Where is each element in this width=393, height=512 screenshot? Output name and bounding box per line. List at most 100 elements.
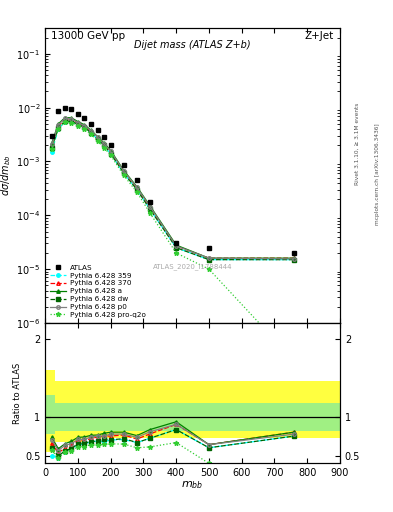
Pythia 6.428 pro-q2o [108, 152, 113, 158]
Pythia 6.428 370 [134, 185, 139, 191]
Pythia 6.428 359 [207, 257, 211, 263]
Pythia 6.428 359 [56, 126, 61, 132]
Pythia 6.428 dw [75, 121, 80, 127]
Pythia 6.428 a [207, 255, 211, 261]
Pythia 6.428 dw [134, 186, 139, 193]
ATLAS [207, 245, 211, 251]
Pythia 6.428 p0 [121, 168, 126, 174]
Line: ATLAS: ATLAS [49, 105, 297, 255]
X-axis label: $m_{bb}$: $m_{bb}$ [182, 480, 204, 492]
Pythia 6.428 p0 [148, 204, 152, 210]
Pythia 6.428 359 [69, 119, 74, 125]
Pythia 6.428 359 [50, 149, 54, 155]
Pythia 6.428 dw [207, 257, 211, 263]
ATLAS [56, 109, 61, 115]
Pythia 6.428 a [148, 203, 152, 209]
Pythia 6.428 370 [75, 120, 80, 126]
Pythia 6.428 dw [121, 170, 126, 176]
Text: ATLAS_2020_I1788444: ATLAS_2020_I1788444 [153, 263, 232, 270]
Pythia 6.428 370 [292, 255, 296, 261]
Pythia 6.428 359 [82, 125, 87, 131]
ATLAS [134, 177, 139, 183]
Pythia 6.428 pro-q2o [121, 173, 126, 179]
Text: 13000 GeV pp: 13000 GeV pp [51, 31, 125, 41]
ATLAS [50, 133, 54, 139]
Pythia 6.428 a [121, 167, 126, 174]
Pythia 6.428 a [134, 184, 139, 190]
Pythia 6.428 p0 [108, 148, 113, 154]
Y-axis label: Ratio to ATLAS: Ratio to ATLAS [13, 362, 22, 424]
Pythia 6.428 p0 [75, 119, 80, 125]
Pythia 6.428 p0 [102, 141, 107, 147]
Pythia 6.428 a [50, 140, 54, 146]
Pythia 6.428 359 [174, 245, 178, 251]
Pythia 6.428 pro-q2o [56, 126, 61, 132]
Pythia 6.428 370 [108, 149, 113, 155]
Pythia 6.428 359 [148, 206, 152, 212]
Pythia 6.428 pro-q2o [207, 266, 211, 272]
Pythia 6.428 dw [102, 142, 107, 148]
Pythia 6.428 pro-q2o [75, 123, 80, 129]
Line: Pythia 6.428 pro-q2o: Pythia 6.428 pro-q2o [49, 120, 297, 363]
Pythia 6.428 p0 [56, 122, 61, 128]
Pythia 6.428 dw [82, 124, 87, 131]
Pythia 6.428 pro-q2o [292, 357, 296, 364]
Pythia 6.428 dw [292, 257, 296, 263]
Pythia 6.428 dw [56, 125, 61, 131]
ATLAS [292, 250, 296, 256]
Pythia 6.428 dw [62, 118, 67, 124]
Pythia 6.428 370 [82, 123, 87, 130]
Pythia 6.428 dw [89, 130, 94, 136]
Pythia 6.428 a [69, 115, 74, 121]
Pythia 6.428 a [108, 147, 113, 154]
Pythia 6.428 359 [89, 130, 94, 136]
Pythia 6.428 370 [174, 243, 178, 249]
Pythia 6.428 370 [69, 117, 74, 123]
Pythia 6.428 a [174, 242, 178, 248]
Legend: ATLAS, Pythia 6.428 359, Pythia 6.428 370, Pythia 6.428 a, Pythia 6.428 dw, Pyth: ATLAS, Pythia 6.428 359, Pythia 6.428 37… [49, 263, 147, 319]
Pythia 6.428 359 [292, 257, 296, 263]
Line: Pythia 6.428 dw: Pythia 6.428 dw [50, 119, 296, 262]
Pythia 6.428 dw [69, 118, 74, 124]
Pythia 6.428 pro-q2o [69, 119, 74, 125]
ATLAS [62, 104, 67, 111]
Pythia 6.428 370 [207, 255, 211, 261]
Pythia 6.428 359 [102, 143, 107, 150]
Pythia 6.428 a [75, 119, 80, 125]
Pythia 6.428 a [95, 134, 100, 140]
Line: Pythia 6.428 359: Pythia 6.428 359 [50, 120, 296, 262]
Pythia 6.428 370 [56, 123, 61, 130]
Pythia 6.428 370 [89, 129, 94, 135]
Pythia 6.428 pro-q2o [62, 119, 67, 125]
Text: Z+Jet: Z+Jet [305, 31, 334, 41]
Pythia 6.428 a [62, 115, 67, 121]
Line: Pythia 6.428 p0: Pythia 6.428 p0 [50, 117, 296, 261]
Pythia 6.428 pro-q2o [89, 131, 94, 137]
Pythia 6.428 359 [62, 119, 67, 125]
Pythia 6.428 359 [134, 186, 139, 193]
ATLAS [121, 162, 126, 168]
Pythia 6.428 pro-q2o [95, 138, 100, 144]
Pythia 6.428 a [82, 122, 87, 128]
Pythia 6.428 370 [148, 204, 152, 210]
Pythia 6.428 a [292, 255, 296, 261]
Text: Rivet 3.1.10, ≥ 3.1M events: Rivet 3.1.10, ≥ 3.1M events [355, 102, 360, 184]
Pythia 6.428 359 [95, 136, 100, 142]
Line: Pythia 6.428 a: Pythia 6.428 a [50, 116, 296, 260]
Pythia 6.428 pro-q2o [174, 250, 178, 256]
Pythia 6.428 pro-q2o [50, 146, 54, 152]
Pythia 6.428 pro-q2o [148, 210, 152, 216]
Pythia 6.428 359 [108, 151, 113, 157]
ATLAS [82, 115, 87, 121]
ATLAS [102, 134, 107, 140]
Pythia 6.428 p0 [134, 184, 139, 190]
Pythia 6.428 a [56, 121, 61, 127]
Pythia 6.428 pro-q2o [82, 126, 87, 132]
ATLAS [69, 106, 74, 112]
Pythia 6.428 p0 [207, 255, 211, 261]
Pythia 6.428 359 [121, 170, 126, 177]
Pythia 6.428 p0 [50, 141, 54, 147]
Pythia 6.428 dw [95, 136, 100, 142]
Line: Pythia 6.428 370: Pythia 6.428 370 [50, 118, 296, 260]
ATLAS [174, 241, 178, 247]
